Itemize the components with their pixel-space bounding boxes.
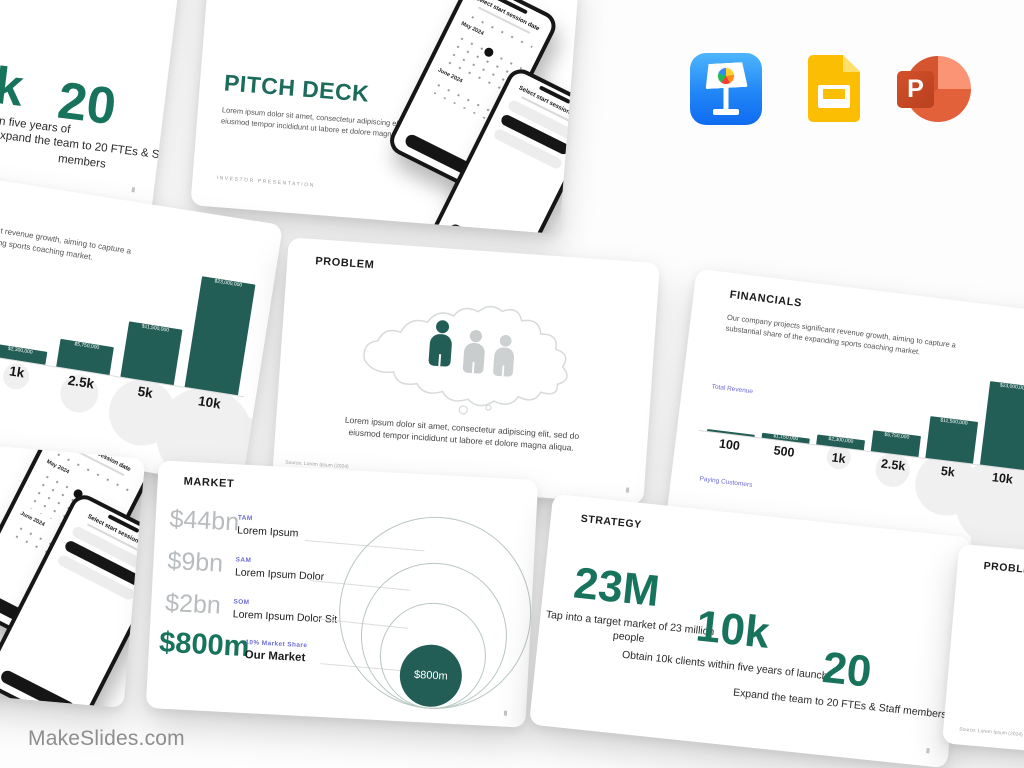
next-button[interactable] [446, 222, 515, 235]
person-icon [462, 329, 487, 374]
x-tick: 100 [718, 436, 741, 454]
slide-strategy[interactable]: STRATEGY 23M Tap into a target market of… [529, 493, 971, 768]
powerpoint-icon: P [897, 56, 971, 122]
problem-title: PROBLEM [314, 255, 375, 272]
market-row-label: Our Market [244, 648, 306, 665]
market-row-tag: TAM [237, 514, 253, 523]
pitch-deck-footer: INVESTOR PRESENTATION [216, 175, 316, 189]
slides-frame-inner [823, 89, 845, 99]
market-row-label: Lorem Ipsum Dolor Sit [232, 608, 338, 626]
stat-value: 23M [571, 558, 662, 617]
market-row-label: Lorem Ipsum [236, 524, 299, 540]
bar-2-5k: $5,750,000 [56, 338, 114, 375]
powerpoint-p-tile: P [897, 71, 934, 108]
page-number-mark [503, 710, 508, 716]
stat-value: 10k [0, 49, 27, 118]
powerpoint-letter: P [907, 75, 924, 103]
market-title: MARKET [183, 475, 235, 491]
bar-5k: $11,500,000 [925, 416, 979, 464]
market-row-value: $2bn [164, 588, 222, 620]
bar-10k: $23,000,000 [979, 381, 1024, 471]
keynote-stand [723, 87, 729, 110]
market-row-value-highlight: $800m [158, 626, 251, 664]
bar-10k: $23,000,000 [184, 276, 256, 396]
x-tick: 500 [772, 443, 796, 460]
person-icon-highlighted [428, 319, 453, 367]
page-number-mark [926, 748, 930, 754]
keynote-pie-chart [717, 67, 735, 85]
person-icon [492, 334, 516, 377]
keynote-base [713, 109, 739, 115]
market-row-value: $9bn [166, 546, 224, 578]
page-number-mark [131, 187, 136, 193]
stat-value: 20 [820, 642, 874, 697]
stat-value: 20 [54, 71, 120, 137]
market-row-tag: 10% Market Share [245, 639, 308, 650]
slide-problem[interactable]: PROBLEM Lorem ipsum dolor sit amet, cons… [272, 237, 660, 505]
x-tick: 1k [830, 450, 847, 467]
slide-market[interactable]: MARKET $44bn TAM Lorem Ipsum $9bn SAM Lo… [145, 460, 539, 728]
x-axis-label: Paying Customers [699, 475, 753, 489]
page-number-mark [625, 487, 630, 493]
market-row-tag: SAM [235, 556, 252, 565]
keynote-icon [690, 53, 762, 125]
stat-value: 10k [693, 601, 772, 658]
slide-phone-mockups-crop[interactable]: Select start session date May 2024 June … [0, 425, 146, 709]
problem-title: PROBLEM [983, 560, 1024, 577]
pitch-deck-title: PITCH DECK [223, 69, 371, 107]
source-note: Source: Lorem Ipsum (2024) [958, 726, 1023, 739]
financials-title: FINANCIALS [729, 288, 803, 310]
selected-date-dot[interactable] [482, 46, 495, 59]
bubble-value: $800m [413, 668, 448, 683]
region-map-outline [363, 305, 568, 415]
next-button[interactable] [0, 668, 76, 709]
google-slides-icon [808, 55, 860, 122]
market-row-value: $44bn [168, 504, 240, 537]
slide-pitch-deck[interactable]: PITCH DECK Lorem ipsum dolor sit amet, c… [190, 0, 580, 235]
strategy-title: STRATEGY [580, 512, 643, 532]
market-row-tag: SOM [233, 598, 250, 607]
bar-5k: $11,500,000 [120, 321, 183, 386]
makeslides-logo[interactable]: MakeSlides.com [28, 727, 185, 750]
